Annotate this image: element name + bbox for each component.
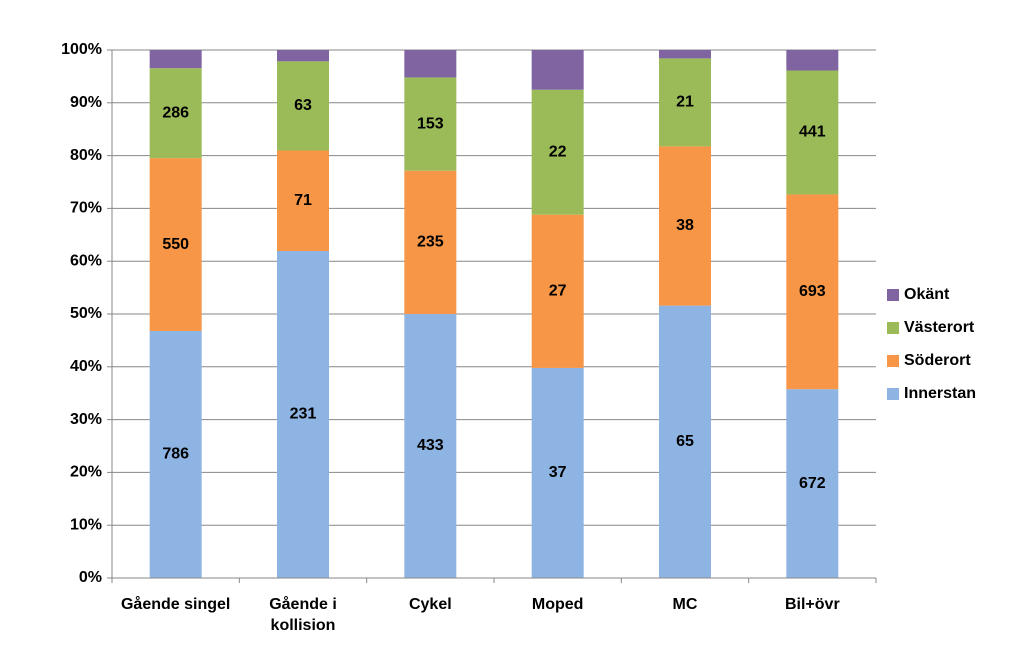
- data-label: 231: [290, 406, 317, 423]
- bar-segment: [277, 150, 329, 252]
- legend-label: Söderort: [904, 352, 971, 369]
- bar-segment: [786, 194, 839, 390]
- bar-segment: [786, 50, 839, 71]
- y-tick-label: 80%: [70, 147, 102, 164]
- y-tick-label: 40%: [70, 358, 102, 375]
- legend-label: Västerort: [904, 319, 975, 336]
- bar-segment: [149, 68, 202, 159]
- data-label: 786: [162, 446, 189, 463]
- legend-swatch: [887, 388, 899, 400]
- legend-label: Innerstan: [904, 385, 976, 402]
- x-tick-label: Cykel: [408, 596, 452, 613]
- bar-segment: [149, 158, 202, 331]
- bar-segment: [659, 305, 711, 578]
- data-label: 63: [294, 97, 312, 114]
- bar-segment: [786, 70, 839, 195]
- bar-segment: [404, 314, 457, 578]
- data-label: 441: [799, 124, 826, 141]
- y-tick-label: 30%: [70, 411, 102, 428]
- y-tick-label: 60%: [70, 252, 102, 269]
- y-tick-label: 20%: [70, 464, 102, 481]
- legend-label: Okänt: [904, 286, 950, 303]
- y-tick-label: 10%: [70, 516, 102, 533]
- x-tick-label: Bil+övr: [784, 596, 840, 613]
- data-label: 153: [417, 115, 444, 132]
- data-label: 71: [294, 192, 312, 209]
- x-tick-label: Moped: [531, 596, 584, 613]
- data-label: 38: [676, 217, 694, 234]
- bar-segment: [659, 146, 711, 306]
- bar-segment: [786, 389, 839, 578]
- bar-segment: [149, 50, 202, 69]
- data-label: 37: [549, 464, 567, 481]
- data-label: 693: [799, 283, 826, 300]
- data-label: 286: [162, 104, 189, 121]
- data-label: 27: [549, 283, 567, 300]
- legend-swatch: [887, 355, 899, 367]
- bar-segment: [404, 170, 457, 314]
- data-label: 235: [417, 234, 444, 251]
- bar-segment: [149, 330, 202, 578]
- data-label: 22: [549, 143, 567, 160]
- legend-swatch: [887, 322, 899, 334]
- x-tick-label: MC: [672, 596, 698, 613]
- y-tick-label: 100%: [61, 41, 102, 58]
- legend-swatch: [887, 289, 899, 301]
- bar-segment: [277, 251, 329, 578]
- data-label: 433: [417, 437, 444, 454]
- data-label: 21: [676, 94, 694, 111]
- bar-segment: [531, 50, 584, 90]
- bar-segment: [404, 50, 457, 78]
- bar-segment: [277, 61, 329, 151]
- bar-segment: [531, 367, 584, 578]
- bar-segment: [659, 50, 711, 59]
- bar-segment: [277, 50, 329, 62]
- y-tick-label: 90%: [70, 94, 102, 111]
- bar-segment: [531, 89, 584, 215]
- data-label: 550: [162, 236, 189, 253]
- x-tick-label: Gående singel: [120, 596, 231, 613]
- x-tick-label: Gående i kollision: [269, 596, 337, 634]
- data-label: 65: [676, 433, 694, 450]
- y-tick-label: 70%: [70, 200, 102, 217]
- y-tick-label: 50%: [70, 305, 102, 322]
- data-label: 672: [799, 475, 826, 492]
- y-tick-label: 0%: [79, 569, 102, 586]
- bar-segment: [404, 77, 457, 171]
- bar-segment: [659, 58, 711, 147]
- bar-segment: [531, 214, 584, 368]
